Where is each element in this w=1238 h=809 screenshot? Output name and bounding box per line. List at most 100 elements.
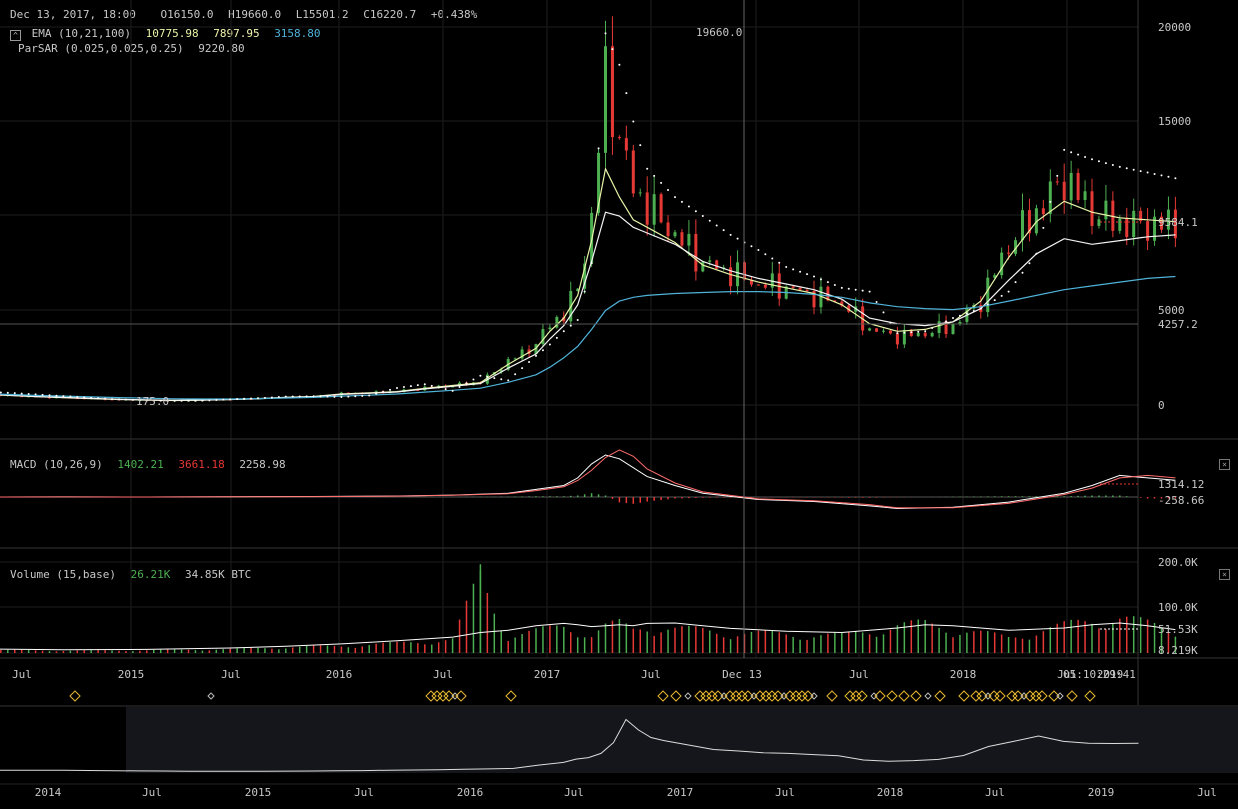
parsar-label: ParSAR (0.025,0.025,0.25)	[18, 42, 184, 55]
sar-dot	[270, 396, 273, 399]
sar-dot	[104, 397, 107, 400]
sar-dot	[799, 270, 802, 273]
sar-dot	[465, 382, 468, 385]
sar-dot	[1104, 162, 1107, 165]
event-markers	[69, 690, 1096, 702]
sar-dot	[423, 383, 426, 386]
sar-dot	[1153, 172, 1156, 175]
event-marker-icon	[750, 692, 758, 700]
sar-dot	[131, 398, 134, 401]
sar-dot	[576, 318, 579, 321]
sar-dot	[569, 324, 572, 327]
event-marker-icon	[706, 690, 718, 702]
candle-body	[548, 327, 552, 330]
event-marker-icon	[712, 690, 724, 702]
sar-dot	[792, 268, 795, 271]
time-axis-label: 2016	[326, 668, 353, 681]
parsar-legend: ParSAR (0.025,0.025,0.25) 9220.80	[18, 42, 245, 55]
sar-dot	[646, 167, 649, 170]
event-marker-icon	[742, 690, 754, 702]
sar-dot	[889, 321, 892, 324]
current-price-label: 9584.1	[1158, 216, 1198, 229]
sar-dot	[257, 397, 259, 400]
sar-dot	[409, 385, 412, 388]
sar-dot	[701, 215, 704, 217]
candle-body	[1076, 172, 1080, 200]
sar-dot	[13, 392, 16, 395]
close-macd-icon[interactable]: ×	[1219, 459, 1230, 470]
event-marker-icon	[684, 692, 692, 700]
sar-dot	[778, 261, 781, 264]
sar-dot	[979, 307, 982, 310]
candle-body	[875, 328, 879, 332]
navigator-axis-label: 2015	[245, 786, 272, 799]
event-marker-icon	[850, 690, 862, 702]
sar-dot	[319, 395, 322, 398]
sar-dot	[1084, 155, 1087, 158]
navigator-axis-label: 2018	[877, 786, 904, 799]
sar-dot	[396, 386, 398, 389]
event-marker-icon	[437, 690, 449, 702]
sar-dot	[1111, 163, 1114, 166]
header-change: +0.438%	[430, 8, 478, 21]
navigator-outside-range	[0, 707, 126, 809]
sar-dot	[229, 398, 232, 401]
candle-body	[868, 328, 872, 331]
sar-dot	[1007, 290, 1010, 293]
event-marker-icon	[870, 692, 878, 700]
axis-labels: 20000 15000 5000 0 9584.1 4257.2 19660.0 175.0 J…	[12, 21, 1198, 681]
sar-dot	[1028, 262, 1031, 265]
ema-value-3: 3158.80	[274, 27, 321, 40]
event-marker-icon	[657, 690, 669, 702]
sar-dot	[6, 391, 9, 394]
sar-dot	[1132, 168, 1135, 171]
chevron-up-icon[interactable]: ^	[10, 30, 21, 41]
candle-body	[687, 233, 691, 246]
volume-legend: Volume (15,base) 26.21K 34.85K BTC	[10, 568, 251, 581]
ema-line-1	[0, 166, 1176, 402]
header-low-label: L	[295, 8, 303, 21]
close-volume-icon[interactable]: ×	[1219, 569, 1230, 580]
sar-dot	[1063, 148, 1066, 151]
candle-body	[729, 267, 733, 287]
volume-value-2: 34.85K BTC	[184, 568, 252, 581]
sar-dot	[1125, 167, 1128, 170]
sar-dot	[958, 314, 961, 317]
candle-body	[736, 262, 740, 287]
event-marker-icon	[451, 692, 459, 700]
candle-body	[1166, 209, 1170, 230]
sar-dot	[340, 396, 343, 399]
ema-line-2	[0, 211, 1176, 401]
candle-body	[1041, 208, 1045, 215]
candle-body	[763, 284, 767, 288]
sar-dot	[785, 266, 788, 269]
sar-dot	[479, 374, 482, 377]
event-marker-icon	[856, 690, 868, 702]
sar-dot	[993, 299, 996, 302]
sar-dot	[965, 312, 968, 315]
countdown-label: 05:10:29:41	[1063, 668, 1136, 681]
candle-body	[458, 382, 462, 386]
navigator-axis-label: Jul	[985, 786, 1005, 799]
candle-body	[541, 329, 545, 345]
sar-dot	[166, 399, 169, 402]
candle-body	[416, 389, 420, 391]
event-marker-icon	[924, 692, 932, 700]
event-marker-icon	[910, 690, 922, 702]
sar-dot	[771, 257, 774, 260]
sar-dot	[590, 262, 593, 265]
sar-dot	[34, 393, 37, 396]
sar-dot	[861, 289, 864, 292]
sar-dot	[472, 378, 475, 381]
candle-body	[1000, 252, 1004, 276]
candle-body	[833, 300, 837, 302]
candle-body	[895, 333, 899, 345]
macd-legend: MACD (10,26,9) 1402.21 3661.18 2258.98	[10, 458, 286, 471]
candle-body	[1097, 219, 1101, 226]
candle-body	[576, 288, 580, 291]
candle-body	[1173, 209, 1177, 239]
navigator-axis-label: 2014	[35, 786, 62, 799]
ema-label: EMA (10,21,100)	[31, 27, 131, 40]
candle-body	[520, 349, 524, 359]
